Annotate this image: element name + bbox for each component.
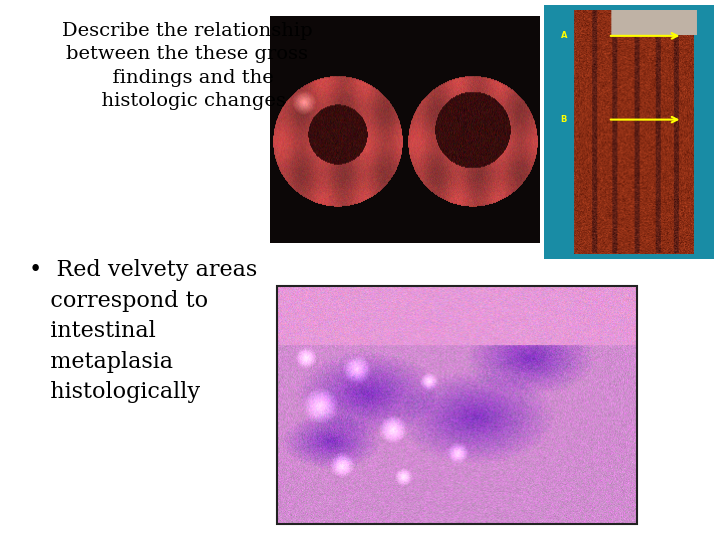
Bar [277,286,637,524]
Text: •  Red velvety areas
   correspond to
   intestinal
   metaplasia
   histologica: • Red velvety areas correspond to intest… [29,259,257,403]
Text: Describe the relationship
between the these gross
  findings and the
  histologi: Describe the relationship between the th… [62,22,312,110]
Text: A: A [560,31,567,40]
Text: B: B [560,115,567,124]
